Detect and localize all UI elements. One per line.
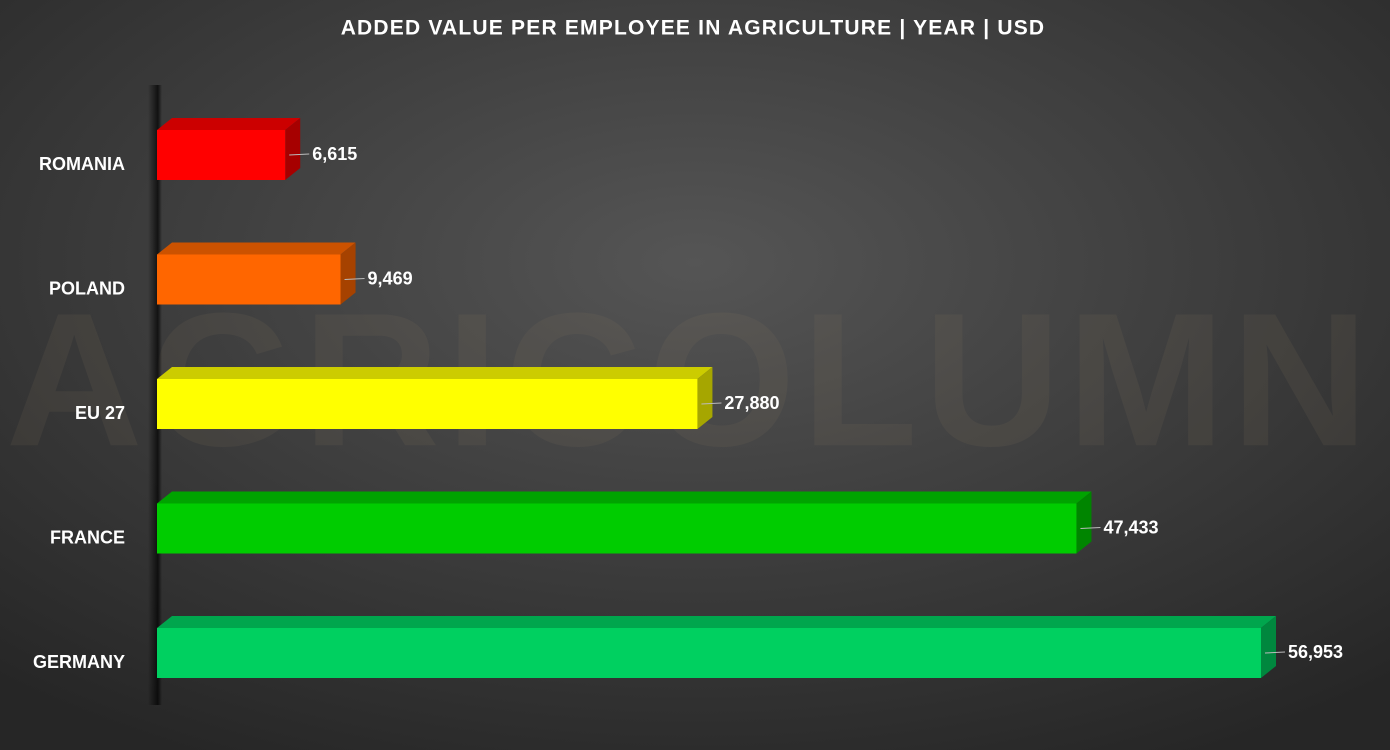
bar-top [157,491,1092,504]
bar-front [157,379,698,429]
category-label: FRANCE [50,527,125,547]
bar-front [157,628,1261,678]
leader-line [1080,527,1101,529]
bar-side [697,367,713,429]
bar-side [1076,491,1092,554]
chart-title: ADDED VALUE PER EMPLOYEE IN AGRICULTURE … [341,17,1046,40]
bar-side [285,118,301,180]
bar-side [1261,616,1276,678]
bar [157,118,301,180]
category-label: ROMANIA [39,154,125,174]
bar-front [157,503,1077,554]
bar-side [340,242,356,305]
leader-line [289,153,310,156]
value-label: 56,953 [1288,642,1343,662]
bar [157,367,713,429]
bars: ROMANIA 6,615 POLAND 9,469 EU 27 27,880 FRANCE… [33,118,1343,678]
category-label: GERMANY [33,652,125,672]
leader-line [1264,651,1286,654]
bar-top [157,118,301,130]
bar [157,491,1092,554]
value-label: 6,615 [312,144,357,164]
leader-line [344,278,365,280]
category-label: EU 27 [75,403,125,423]
bar-front [157,254,341,305]
bar-top [157,367,713,379]
category-label: POLAND [49,278,125,298]
bar [157,616,1276,678]
value-label: 27,880 [724,393,779,413]
leader-line [701,402,722,405]
value-label: 47,433 [1103,517,1158,537]
bar [157,242,356,305]
value-label: 9,469 [368,268,413,288]
bar-front [157,130,286,180]
bar-top [157,242,356,255]
bar-top [157,616,1276,628]
